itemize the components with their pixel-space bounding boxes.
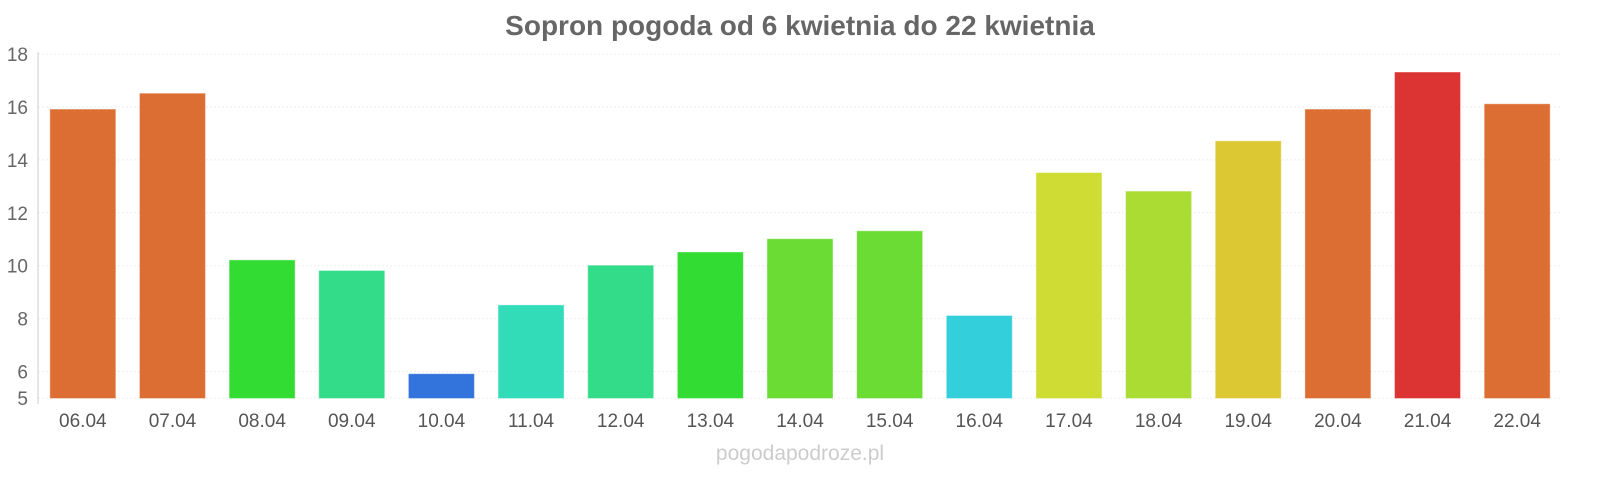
y-tick-label: 5 xyxy=(17,389,28,410)
bar-19.04 xyxy=(1215,140,1282,399)
x-tick-label: 09.04 xyxy=(328,411,376,432)
y-tick-label: 6 xyxy=(17,363,28,384)
bar-14.04 xyxy=(767,238,833,399)
x-tick-label: 18.04 xyxy=(1135,411,1183,432)
bar-20.04 xyxy=(1304,109,1371,399)
y-tick-label: 10 xyxy=(7,257,28,278)
chart-title: Sopron pogoda od 6 kwietnia do 22 kwietn… xyxy=(505,10,1095,41)
x-tick-label: 07.04 xyxy=(149,411,197,432)
x-tick-label: 16.04 xyxy=(956,411,1004,432)
bar-12.04 xyxy=(587,265,654,399)
y-tick-label: 8 xyxy=(17,310,28,331)
x-tick-label: 21.04 xyxy=(1404,411,1452,432)
bar-11.04 xyxy=(498,304,565,399)
bar-18.04 xyxy=(1125,191,1192,399)
y-tick-label: 18 xyxy=(7,45,28,66)
x-tick-label: 06.04 xyxy=(59,411,107,432)
x-tick-label: 15.04 xyxy=(866,411,914,432)
bar-06.04 xyxy=(49,109,116,399)
x-tick-label: 14.04 xyxy=(776,411,824,432)
x-tick-label: 10.04 xyxy=(418,411,466,432)
bar-10.04 xyxy=(408,373,475,399)
bar-13.04 xyxy=(677,251,744,399)
x-tick-label: 12.04 xyxy=(597,411,645,432)
y-tick-label: 14 xyxy=(7,151,29,172)
x-tick-label: 17.04 xyxy=(1045,411,1093,432)
y-tick-label: 16 xyxy=(7,98,28,119)
x-tick-label: 19.04 xyxy=(1224,411,1272,432)
bar-08.04 xyxy=(229,259,296,399)
x-tick-label: 22.04 xyxy=(1493,411,1541,432)
x-tick-label: 08.04 xyxy=(238,411,286,432)
x-tick-label: 13.04 xyxy=(687,411,735,432)
bar-09.04 xyxy=(318,270,385,399)
y-tick-label: 12 xyxy=(7,204,28,225)
watermark: pogodapodroze.pl xyxy=(715,442,885,465)
bar-17.04 xyxy=(1035,172,1102,399)
bar-15.04 xyxy=(856,230,923,399)
x-tick-label: 20.04 xyxy=(1314,411,1362,432)
bar-16.04 xyxy=(946,315,1013,399)
x-tick-label: 11.04 xyxy=(508,411,555,432)
bar-07.04 xyxy=(139,93,206,399)
bar-21.04 xyxy=(1394,72,1461,399)
bar-22.04 xyxy=(1484,103,1551,399)
